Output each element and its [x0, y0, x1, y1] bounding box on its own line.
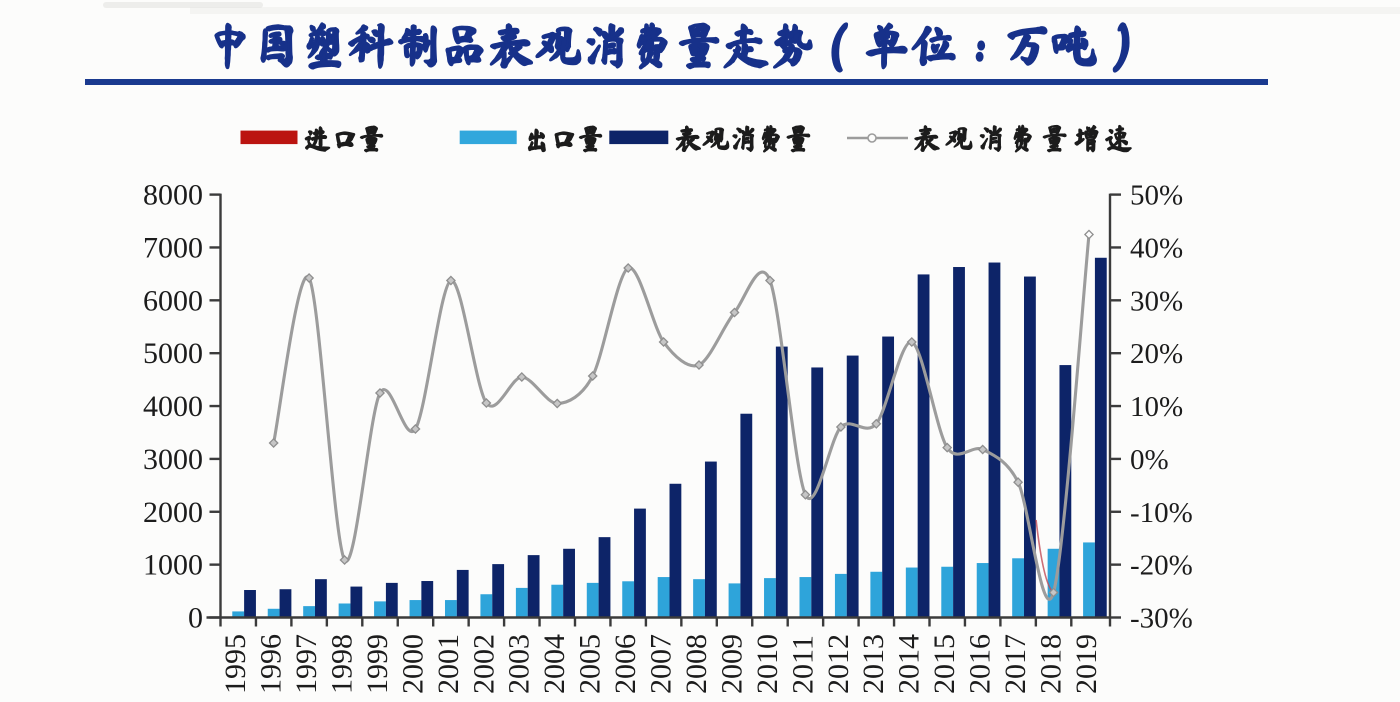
svg-text:2006: 2006: [609, 634, 642, 694]
svg-text:30%: 30%: [1130, 285, 1183, 317]
svg-text:2009: 2009: [715, 634, 748, 694]
svg-text:1995: 1995: [219, 634, 252, 694]
svg-text:3000: 3000: [143, 443, 203, 476]
svg-text:2013: 2013: [857, 634, 890, 694]
svg-text:2000: 2000: [396, 634, 429, 694]
svg-text:2002: 2002: [467, 634, 500, 694]
svg-text:2011: 2011: [786, 635, 819, 694]
svg-text:2005: 2005: [574, 634, 607, 694]
svg-text:0: 0: [188, 602, 203, 635]
svg-text:8000: 8000: [143, 179, 203, 212]
svg-text:2014: 2014: [893, 634, 926, 694]
svg-text:1999: 1999: [361, 634, 394, 694]
svg-text:40%: 40%: [1130, 233, 1183, 265]
svg-text:2001: 2001: [432, 634, 465, 694]
svg-text:-10%: -10%: [1130, 497, 1193, 529]
svg-text:1998: 1998: [325, 634, 358, 694]
svg-text:10%: 10%: [1130, 391, 1183, 423]
svg-text:1997: 1997: [290, 634, 323, 694]
svg-text:-20%: -20%: [1130, 550, 1193, 582]
svg-text:2010: 2010: [751, 634, 784, 694]
svg-text:6000: 6000: [143, 284, 203, 317]
svg-text:2018: 2018: [1034, 634, 1067, 694]
svg-text:7000: 7000: [143, 232, 203, 265]
svg-text:5000: 5000: [143, 337, 203, 370]
svg-text:2007: 2007: [644, 634, 677, 694]
svg-text:1996: 1996: [254, 634, 287, 694]
svg-text:0%: 0%: [1130, 444, 1169, 476]
svg-text:2016: 2016: [964, 634, 997, 694]
svg-text:2003: 2003: [503, 634, 536, 694]
svg-text:2015: 2015: [928, 634, 961, 694]
svg-text:2008: 2008: [680, 634, 713, 694]
svg-text:2000: 2000: [143, 496, 203, 529]
svg-text:2004: 2004: [538, 634, 571, 694]
svg-text:2019: 2019: [1070, 634, 1103, 694]
svg-text:2017: 2017: [999, 634, 1032, 694]
svg-text:-30%: -30%: [1130, 603, 1193, 635]
svg-text:20%: 20%: [1130, 338, 1183, 370]
svg-text:50%: 50%: [1130, 180, 1183, 212]
svg-text:4000: 4000: [143, 390, 203, 423]
svg-text:2012: 2012: [822, 634, 855, 694]
svg-text:1000: 1000: [143, 549, 203, 582]
